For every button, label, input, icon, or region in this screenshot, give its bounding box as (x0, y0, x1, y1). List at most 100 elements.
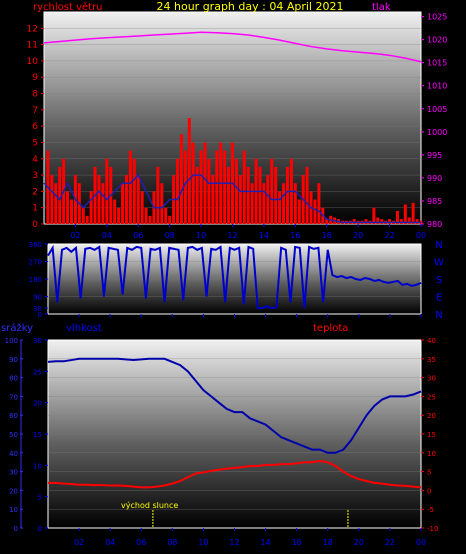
pressure-tick-label: 1005 (427, 105, 447, 114)
pressure-tick-label: 990 (427, 174, 442, 183)
x-tick-label: 16 (292, 538, 302, 547)
pressure-axis-label: tlak (372, 2, 391, 13)
rain-tick-label: 50 (9, 431, 18, 439)
x-tick-label: 18 (323, 538, 333, 547)
humidity-axis-label: vlhkost (66, 323, 102, 334)
x-tick-label: 06 (136, 538, 146, 547)
rain-tick-label: 80 (9, 375, 18, 383)
wind-tick-label: 12 (27, 24, 38, 34)
temperature-tick-label: -10 (427, 525, 438, 533)
x-tick-label: 02 (74, 538, 84, 547)
wind-tick-label: 0 (32, 220, 38, 230)
direction-tick-label: 0 (38, 311, 42, 319)
direction-tick-label: 30 (33, 305, 42, 313)
sunrise-label: východ slunce (121, 501, 178, 510)
rain-tick-label: 30 (9, 469, 18, 477)
temperature-tick-label: 40 (427, 337, 436, 345)
pressure-line (43, 31, 422, 63)
x-tick-label: 02 (70, 231, 80, 240)
humidity-tick-label: 30 (33, 337, 42, 345)
direction-tick-label: 360 (29, 241, 42, 249)
humidity-tick-label: 5 (38, 494, 42, 502)
bottom-panel-grid (48, 358, 421, 510)
compass-letter: E (436, 293, 442, 304)
rain-tick-label: 20 (9, 487, 18, 495)
pressure-tick-label: 1015 (427, 59, 447, 68)
chart-title: 24 hour graph day : 04 April 2021 (157, 0, 344, 13)
wind-tick-label: 10 (27, 57, 39, 67)
compass-letter: N (435, 310, 442, 321)
wind-tick-label: 2 (32, 187, 38, 197)
rain-tick-label: 90 (9, 356, 18, 364)
rain-tick-label: 10 (9, 506, 18, 514)
humidity-tick-label: 20 (33, 400, 42, 408)
rain-axis-label: srážky (1, 322, 33, 334)
rain-tick-label: 70 (9, 393, 18, 401)
wind-axis-label: rychlost větru (33, 1, 103, 13)
rain-tick-label: 60 (9, 412, 18, 420)
compass-letter: S (436, 275, 442, 286)
wind-tick-label: 4 (32, 155, 38, 165)
wind-tick-label: 1 (32, 204, 38, 214)
wind-average-line (43, 173, 421, 224)
x-tick-label: 04 (105, 538, 115, 547)
pressure-tick-label: 985 (427, 197, 442, 206)
humidity-line (47, 357, 422, 454)
humidity-tick-label: 10 (33, 462, 42, 470)
temperature-axis-label: teplota (313, 323, 348, 334)
x-tick-label: 12 (227, 231, 237, 240)
x-tick-label: 10 (198, 538, 208, 547)
rain-tick-label: 100 (5, 337, 18, 345)
wind-tick-label: 6 (32, 122, 38, 132)
x-tick-label: 08 (165, 231, 175, 240)
x-tick-label: 08 (167, 538, 177, 547)
wind-direction-line (47, 244, 422, 310)
temperature-tick-label: 35 (427, 356, 436, 364)
pressure-tick-label: 1000 (427, 128, 447, 137)
temperature-tick-label: 0 (427, 487, 431, 495)
pressure-tick-label: 1020 (427, 36, 447, 45)
direction-panel-series (47, 244, 422, 310)
x-tick-label: 16 (290, 231, 300, 240)
wind-tick-label: 7 (32, 106, 38, 116)
temperature-tick-label: 10 (427, 450, 436, 458)
wind-tick-label: 9 (32, 73, 38, 83)
x-tick-label: 22 (384, 231, 394, 240)
temperature-tick-label: 25 (427, 393, 436, 401)
bottom-panel-series (47, 357, 422, 528)
temperature-tick-label: 15 (427, 431, 436, 439)
temperature-line (48, 460, 422, 489)
rain-tick-label: 40 (9, 450, 18, 458)
wind-tick-label: 3 (32, 171, 38, 181)
x-tick-label: 14 (259, 231, 269, 240)
pressure-tick-label: 980 (427, 220, 442, 229)
compass-letter: W (434, 258, 444, 269)
pressure-tick-label: 995 (427, 151, 442, 160)
x-tick-label: 00 (416, 231, 426, 240)
temperature-tick-label: 20 (427, 412, 436, 420)
compass-letter: N (435, 240, 442, 251)
wind-tick-label: 11 (27, 41, 38, 51)
x-tick-label: 12 (229, 538, 239, 547)
temperature-tick-label: 5 (427, 469, 431, 477)
direction-tick-label: 180 (29, 276, 42, 284)
wind-tick-label: 5 (32, 138, 38, 148)
x-tick-label: 06 (133, 231, 143, 240)
humidity-tick-label: 25 (33, 368, 42, 376)
x-tick-label: 14 (260, 538, 270, 547)
top-panel-series (43, 31, 423, 224)
temperature-tick-label: -5 (427, 506, 434, 514)
pressure-tick-label: 1025 (427, 13, 447, 22)
direction-tick-label: 90 (33, 294, 42, 302)
x-tick-label: 18 (322, 231, 332, 240)
temperature-tick-label: 30 (427, 375, 436, 383)
pressure-tick-label: 1010 (427, 82, 447, 91)
direction-tick-label: 270 (29, 259, 42, 267)
humidity-tick-label: 0 (38, 525, 42, 533)
wind-tick-label: 8 (32, 90, 38, 100)
x-tick-label: 22 (385, 538, 395, 547)
x-tick-label: 20 (353, 231, 363, 240)
x-tick-label: 10 (196, 231, 206, 240)
